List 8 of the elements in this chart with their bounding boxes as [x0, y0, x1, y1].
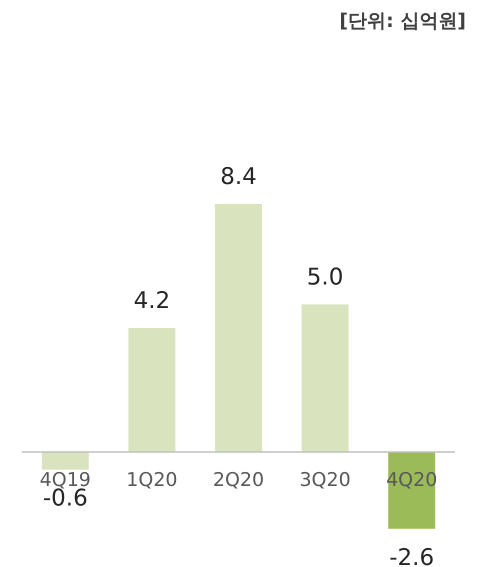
x-tick-label: 1Q20: [126, 469, 178, 491]
data-label: 5.0: [306, 264, 344, 290]
data-label: -2.6: [389, 544, 434, 567]
data-label: 8.4: [220, 164, 257, 190]
data-label: 4.2: [134, 288, 170, 314]
x-tick-label: 2Q20: [212, 469, 264, 491]
x-tick-label: 3Q20: [299, 469, 351, 491]
subtitle: [단위: 십억원]: [339, 10, 466, 32]
